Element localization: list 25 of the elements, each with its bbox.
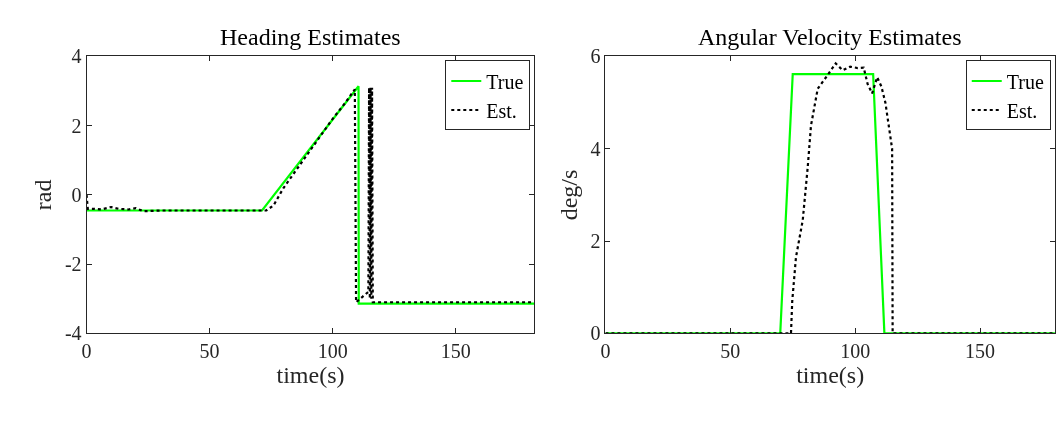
x-tick-label: 100 (317, 340, 348, 363)
legend-label: True (486, 70, 524, 93)
x-tick-label: 100 (840, 340, 871, 363)
y-axis-title: deg/s (555, 169, 582, 221)
x-tick-label: 150 (965, 340, 996, 363)
y-axis-title: rad (29, 179, 56, 211)
y-tick-label: 2 (590, 230, 601, 253)
x-axis-title: time(s) (796, 362, 865, 389)
y-tick-label: 2 (71, 114, 82, 137)
y-tick-label: 0 (590, 322, 601, 345)
y-tick-label: 4 (71, 45, 82, 68)
chart-title: Angular Velocity Estimates (698, 24, 962, 50)
legend-label: True (1006, 70, 1044, 93)
y-tick-label: -2 (64, 253, 82, 276)
y-tick-label: 6 (590, 45, 601, 68)
x-tick-label: 50 (720, 340, 741, 363)
x-tick-label: 150 (440, 340, 471, 363)
x-tick-label: 50 (199, 340, 220, 363)
x-axis-title: time(s) (276, 362, 345, 389)
legend-label: Est. (1006, 99, 1038, 122)
y-tick-label: -4 (64, 322, 82, 345)
legend-label: Est. (486, 99, 517, 122)
chart-title: Heading Estimates (220, 24, 401, 50)
y-tick-label: 4 (590, 137, 601, 160)
y-tick-label: 0 (71, 183, 82, 206)
